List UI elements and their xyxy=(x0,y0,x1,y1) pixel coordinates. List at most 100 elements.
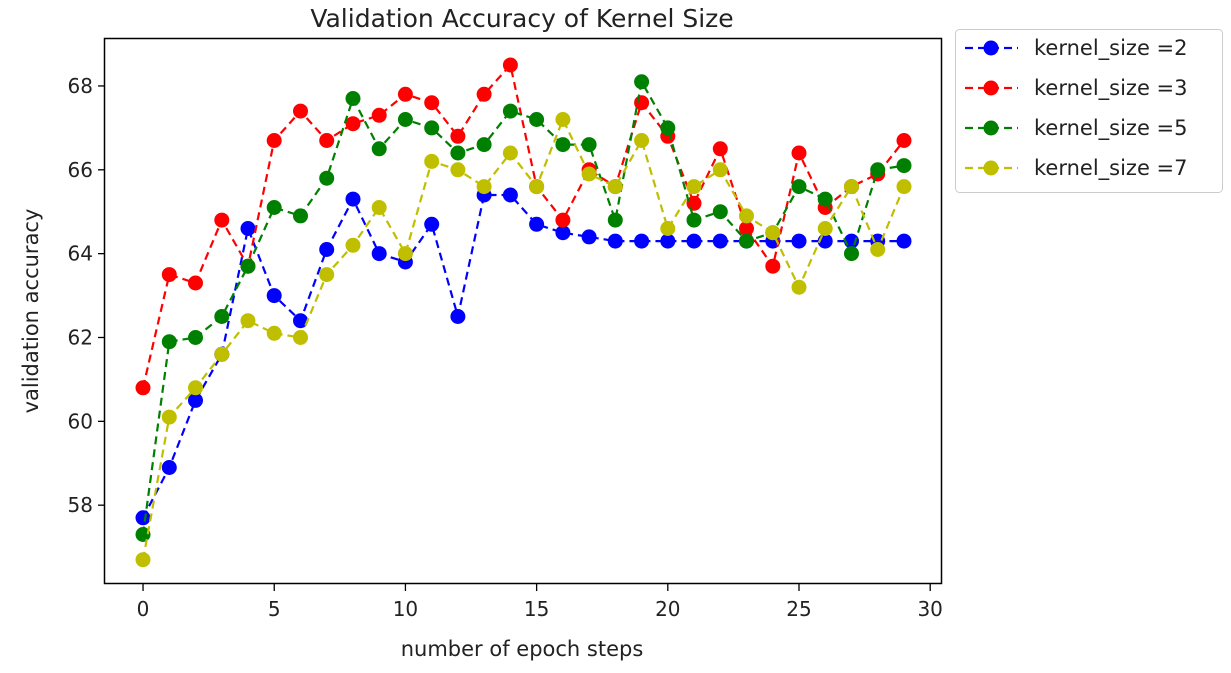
data-point xyxy=(686,233,702,249)
legend-marker-swatch xyxy=(983,120,999,136)
data-point xyxy=(293,208,308,224)
data-point xyxy=(371,141,387,157)
data-point xyxy=(214,309,230,324)
data-point xyxy=(502,103,518,119)
legend-label: kernel_size =3 xyxy=(1034,76,1188,101)
data-point xyxy=(424,153,440,169)
data-point xyxy=(502,187,518,203)
data-point xyxy=(686,179,702,195)
data-point xyxy=(424,216,440,232)
series-4 xyxy=(135,112,912,568)
series-layer xyxy=(135,57,912,568)
x-tick-label: 0 xyxy=(137,597,150,621)
y-axis: 58 60 62 64 66 68 xyxy=(68,74,105,517)
data-point xyxy=(712,162,728,178)
data-point xyxy=(450,309,466,324)
data-point xyxy=(188,392,203,408)
data-point xyxy=(739,233,754,249)
data-point xyxy=(502,145,518,161)
x-tick-label: 5 xyxy=(268,597,281,621)
data-point xyxy=(634,133,650,148)
data-point xyxy=(529,112,545,127)
series-1 xyxy=(135,187,912,526)
legend-frame xyxy=(955,29,1223,193)
legend-marker-swatch xyxy=(983,160,999,176)
series-3 xyxy=(135,74,912,542)
data-point xyxy=(319,267,335,283)
data-point xyxy=(161,409,177,425)
data-point xyxy=(345,237,361,253)
data-point xyxy=(581,166,597,182)
data-point xyxy=(135,510,151,526)
legend-item: kernel_size =2 xyxy=(965,36,1188,61)
data-point xyxy=(660,233,676,249)
data-point xyxy=(896,133,912,148)
data-point xyxy=(424,95,440,111)
data-point xyxy=(844,179,859,195)
legend-item: kernel_size =5 xyxy=(965,116,1188,141)
y-tick-label: 64 xyxy=(68,242,93,266)
data-point xyxy=(345,191,361,207)
data-point xyxy=(214,212,230,228)
x-tick-label: 25 xyxy=(786,597,811,621)
data-point xyxy=(502,57,518,73)
data-point xyxy=(634,74,650,90)
legend-label: kernel_size =7 xyxy=(1034,156,1188,181)
plot-area-frame xyxy=(103,37,943,585)
data-point xyxy=(371,200,387,215)
data-point xyxy=(896,158,912,174)
data-point xyxy=(450,128,466,144)
data-point xyxy=(188,380,203,396)
data-point xyxy=(476,179,492,195)
data-point xyxy=(791,179,807,195)
x-tick-label: 20 xyxy=(655,597,680,621)
data-point xyxy=(870,242,886,257)
legend-item: kernel_size =3 xyxy=(965,76,1188,101)
data-point xyxy=(371,246,387,262)
data-point xyxy=(319,133,335,148)
data-point xyxy=(397,112,413,127)
series-line xyxy=(141,78,905,535)
x-tick-label: 10 xyxy=(393,597,418,621)
data-point xyxy=(712,141,728,157)
data-point xyxy=(529,216,545,232)
data-point xyxy=(607,233,623,249)
data-point xyxy=(266,200,282,215)
data-point xyxy=(870,162,886,178)
data-point xyxy=(712,233,728,249)
y-tick-label: 68 xyxy=(68,74,93,98)
data-point xyxy=(319,242,335,257)
data-point xyxy=(214,346,230,362)
data-point xyxy=(319,170,335,186)
data-point xyxy=(135,380,151,396)
data-point xyxy=(240,258,256,274)
x-tick-label: 30 xyxy=(917,597,942,621)
data-point xyxy=(371,107,387,123)
data-point xyxy=(712,204,728,220)
legend-marker-swatch xyxy=(983,40,999,56)
data-point xyxy=(844,246,859,262)
legend-item: kernel_size =7 xyxy=(965,156,1188,181)
data-point xyxy=(476,137,492,153)
data-point xyxy=(660,221,676,236)
data-point xyxy=(607,179,623,195)
series-2 xyxy=(135,57,912,396)
data-point xyxy=(739,221,754,236)
data-point xyxy=(765,225,781,241)
data-point xyxy=(345,116,361,132)
data-point xyxy=(240,313,256,329)
data-point xyxy=(581,229,597,245)
data-point xyxy=(424,120,440,136)
data-point xyxy=(765,258,781,274)
data-point xyxy=(240,221,256,236)
data-point xyxy=(161,460,177,475)
data-point xyxy=(555,112,571,127)
data-point xyxy=(896,179,912,195)
data-point xyxy=(581,137,597,153)
data-point xyxy=(188,330,203,345)
data-point xyxy=(135,552,151,568)
y-tick-label: 66 xyxy=(68,158,93,182)
data-point xyxy=(188,275,203,291)
data-point xyxy=(739,208,754,224)
